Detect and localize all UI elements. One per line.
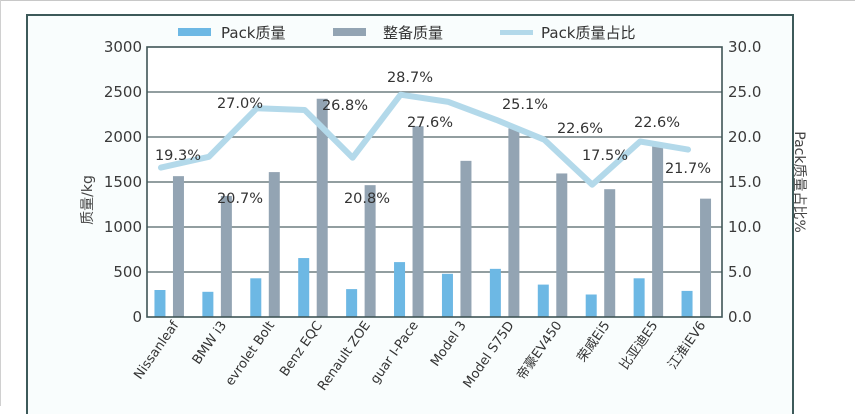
y-tick-left: 3000 (104, 38, 142, 56)
pack-mass-bar (250, 278, 262, 317)
bars (154, 98, 712, 317)
legend: Pack质量 整备质量 Pack质量占比 (178, 24, 636, 42)
data-label: 19.3% (155, 148, 201, 164)
curb-mass-bar (556, 173, 568, 317)
legend-label: Pack质量 (221, 24, 286, 42)
pack-mass-bar (346, 289, 358, 317)
legend-label: 整备质量 (383, 24, 443, 42)
x-axis-label: Model S75D (461, 319, 518, 391)
y-tick-right: 25.0 (728, 83, 761, 101)
y-tick-right: 10.0 (728, 218, 761, 236)
legend-line-icon (500, 30, 533, 35)
gridlines (147, 47, 722, 317)
data-labels: 19.3% 20.7% 27.0% 26.8% 20.8% 28.7% 27.6% 25.1%… (155, 70, 711, 207)
pack-mass-bar (202, 291, 214, 317)
data-label: 27.6% (407, 115, 453, 131)
axes: 0 500 1000 1500 2000 2500 3000 0.0 5.0 10.0 15.0 20… (104, 38, 762, 326)
pack-mass-bar (633, 278, 645, 317)
pack-mass-bar (154, 290, 166, 317)
legend-swatch-icon (333, 28, 366, 36)
legend-item: 整备质量 (333, 24, 443, 42)
y-tick-left: 1500 (104, 173, 142, 191)
y-axis-title-right: Pack质量占比% (791, 131, 807, 233)
curb-mass-bar (268, 172, 280, 317)
data-label: 17.5% (582, 148, 628, 164)
curb-mass-bar (364, 185, 376, 317)
y-tick-left: 2500 (104, 83, 142, 101)
curb-mass-bar (652, 146, 664, 317)
curb-mass-bar (460, 160, 472, 317)
image-border-top (0, 0, 855, 1)
x-axis-label: evrolet Bolt (223, 319, 278, 389)
y-tick-left: 2000 (104, 128, 142, 146)
curb-mass-bar (316, 98, 328, 317)
pack-mass-bar (681, 290, 693, 317)
curb-mass-bar (508, 128, 520, 317)
legend-label: Pack质量占比 (541, 24, 636, 42)
ratio-line-path (157, 91, 692, 188)
data-label: 20.7% (217, 191, 263, 207)
data-label: 27.0% (217, 96, 263, 112)
legend-swatch-icon (178, 28, 211, 36)
data-label: 22.6% (634, 115, 680, 131)
pack-mass-bar (585, 294, 597, 317)
x-axis-label: 帝豪EV450 (514, 318, 566, 383)
y-tick-right: 5.0 (728, 263, 752, 281)
data-label: 21.7% (665, 161, 711, 177)
x-axis-label: Model 3 (428, 319, 470, 370)
pack-mass-bar (298, 258, 310, 317)
y-tick-left: 0 (132, 308, 142, 326)
data-label: 26.8% (322, 98, 368, 114)
y-tick-right: 30.0 (728, 38, 761, 56)
data-label: 20.8% (344, 191, 390, 207)
y-tick-right: 20.0 (728, 128, 761, 146)
pack-mass-bar (489, 268, 501, 317)
curb-mass-bar (412, 126, 424, 317)
image-border-left (0, 0, 1, 406)
data-label: 22.6% (557, 121, 603, 137)
y-axis-title-left: 质量/kg (80, 175, 96, 225)
y-tick-right: 0.0 (728, 308, 752, 326)
ratio-line (157, 91, 692, 188)
pack-mass-bar (537, 284, 549, 317)
legend-item: Pack质量 (178, 24, 286, 42)
x-axis-label: 比亚迪E5 (617, 319, 661, 373)
data-label: 28.7% (387, 70, 433, 86)
x-axis-label: Benz EQC (277, 319, 326, 380)
plot-border (146, 46, 723, 318)
y-tick-left: 500 (113, 263, 142, 281)
data-label: 25.1% (502, 97, 548, 113)
curb-mass-bar (604, 189, 616, 317)
curb-mass-bar (172, 176, 184, 317)
pack-mass-bar (394, 262, 406, 317)
x-axis-label: Nissanleaf (131, 318, 182, 382)
curb-mass-bar (700, 198, 712, 317)
y-tick-left: 1000 (104, 218, 142, 236)
curb-mass-bar (220, 195, 232, 317)
x-axis-label: 荣威Ei5 (575, 319, 614, 365)
x-axis-label: 江淮iEV6 (665, 319, 709, 373)
legend-item: Pack质量占比 (500, 24, 636, 42)
pack-mass-bar (441, 273, 453, 317)
y-tick-right: 15.0 (728, 173, 761, 191)
x-axis-label: guar I-Pace (368, 319, 422, 387)
x-axis-label: BMW i3 (190, 319, 230, 368)
